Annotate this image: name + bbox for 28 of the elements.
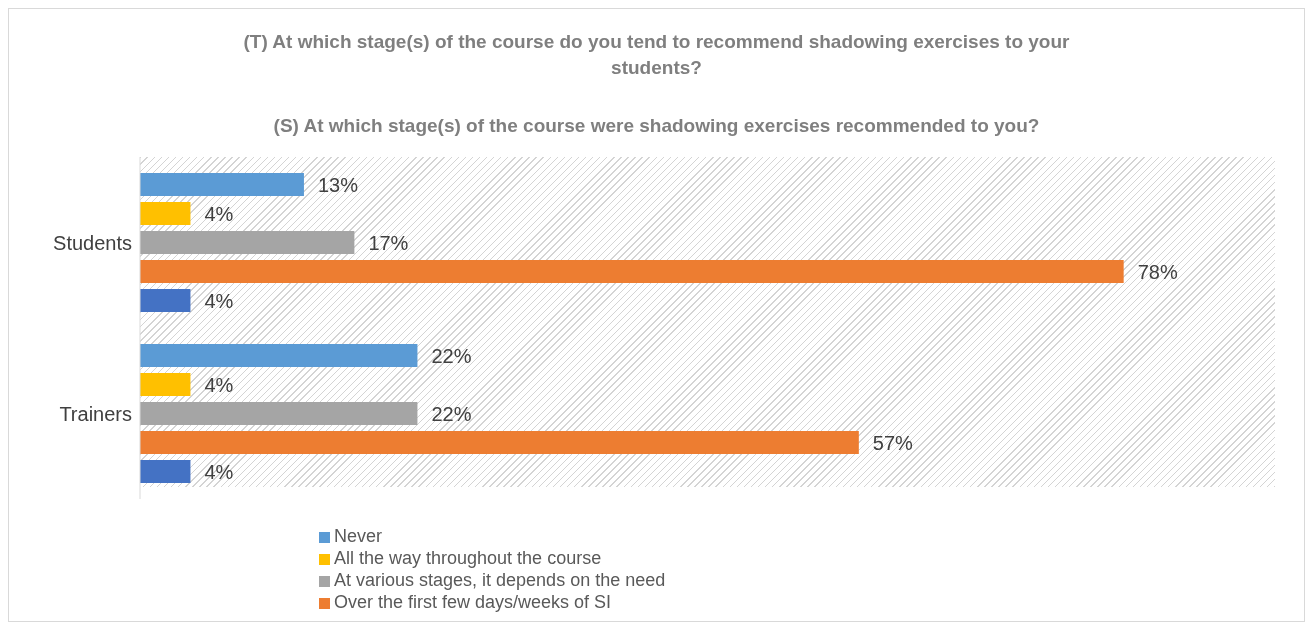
bar — [140, 173, 304, 196]
bar — [140, 402, 418, 425]
legend-label: Over the first few days/weeks of SI — [334, 592, 612, 612]
data-label: 57% — [872, 431, 914, 454]
y-tick-label: Trainers — [59, 402, 132, 425]
legend-label: All the way throughout the course — [334, 548, 602, 568]
y-tick-label: Students — [53, 231, 132, 254]
data-label: 17% — [368, 231, 409, 254]
legend-label: Never — [334, 526, 383, 546]
bar — [140, 202, 191, 225]
data-label: 4% — [204, 289, 234, 312]
data-label: 4% — [204, 373, 234, 396]
bar — [140, 460, 191, 483]
legend-label: At various stages, it depends on the need — [334, 570, 666, 590]
bar — [140, 260, 1124, 283]
bar — [140, 373, 191, 396]
bar — [140, 344, 418, 367]
data-label: 4% — [204, 202, 234, 225]
bar — [140, 231, 355, 254]
bar — [140, 431, 859, 454]
data-label: 13% — [317, 173, 359, 196]
data-label: 78% — [1137, 260, 1178, 283]
bar — [140, 289, 191, 312]
data-label: 4% — [204, 460, 234, 483]
data-label: 22% — [431, 402, 472, 425]
data-label: 22% — [431, 344, 472, 367]
chart-title: (T) At which stage(s) of the course do you tend to recommend shadowing exercises to your students? — [242, 30, 1071, 80]
chart-subtitle: (S) At which stage(s) of the course were shadowing exercises recommended to you? — [272, 114, 1041, 138]
